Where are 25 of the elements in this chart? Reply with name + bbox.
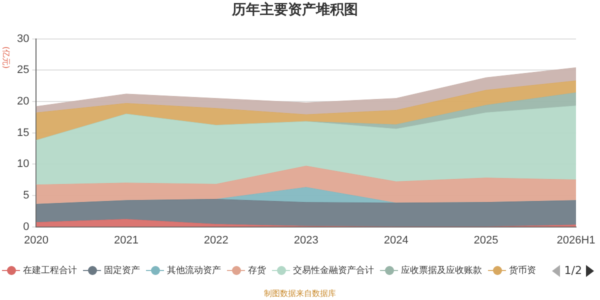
x-tick-label: 2024 (384, 234, 408, 246)
x-tick-label: 2023 (294, 234, 318, 246)
text: 制图数据来自数据库 (263, 288, 337, 299)
legend-label: 应收票据及应收账款 (401, 264, 482, 277)
x-tick-label: 2020 (24, 234, 48, 246)
legend-label: 存货 (248, 264, 266, 277)
y-tick-label: 10 (16, 158, 30, 170)
y-tick-label: 25 (16, 64, 30, 76)
text: 1/2 (564, 264, 582, 277)
chart-title: 历年主要资产堆积图 (231, 1, 358, 18)
legend-label: 固定资产 (104, 264, 140, 277)
legend-label: 在建工程合计 (23, 264, 77, 277)
y-tick-label: 5 (23, 190, 30, 202)
legend-label: 货币资 (509, 264, 536, 277)
x-tick-label: 2025 (474, 234, 498, 246)
y-tick-label: 15 (16, 126, 30, 139)
legend-label: 其他流动资产 (167, 264, 221, 277)
x-tick-label: 2026H1 (556, 234, 596, 246)
x-tick-label: 2021 (114, 234, 138, 246)
legend-label: 交易性金融资产合计 (293, 264, 374, 277)
y-tick-label: 20 (16, 96, 30, 108)
y-axis-title: (亿元) (0, 46, 12, 69)
y-tick-label: 30 (16, 32, 30, 45)
x-tick-label: 2022 (204, 234, 228, 246)
y-tick-label: 0 (23, 220, 30, 233)
